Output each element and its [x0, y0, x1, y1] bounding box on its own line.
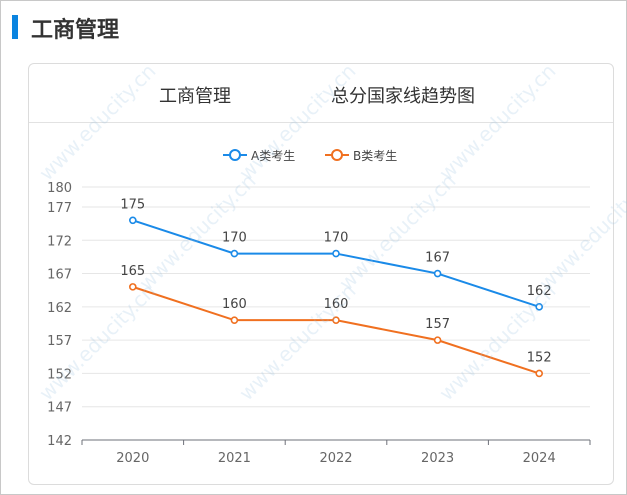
- data-point: [129, 216, 137, 225]
- data-point: [129, 283, 137, 291]
- chart-title-left: 工商管理: [159, 86, 231, 107]
- y-tick-label: 152: [47, 367, 72, 382]
- legend-label: B类考生: [353, 149, 397, 163]
- x-tick-label: 2023: [421, 451, 454, 466]
- y-tick-label: 180: [47, 181, 72, 196]
- data-point: [535, 369, 544, 378]
- data-label: 170: [324, 231, 349, 246]
- chart-title-right: 总分国家线趋势图: [331, 86, 475, 107]
- legend-label: A类考生: [251, 149, 295, 163]
- data-point: [230, 316, 239, 324]
- y-tick-label: 147: [47, 401, 72, 416]
- data-point: [433, 269, 442, 278]
- legend-marker: [331, 149, 343, 161]
- data-point: [332, 249, 340, 258]
- section-title: 工商管理: [31, 18, 120, 43]
- y-tick-label: 177: [47, 201, 72, 216]
- x-tick-label: 2022: [319, 451, 352, 466]
- data-label: 175: [120, 197, 145, 212]
- card-divider: [29, 122, 613, 123]
- data-point: [433, 336, 442, 344]
- y-tick-label: 157: [47, 334, 72, 349]
- x-tick-label: 2021: [218, 451, 251, 466]
- data-point: [535, 303, 544, 311]
- data-label: 152: [527, 350, 552, 365]
- x-tick-label: 2020: [116, 451, 149, 466]
- data-point: [230, 249, 239, 258]
- data-label: 170: [222, 231, 247, 246]
- data-label: 160: [324, 297, 349, 312]
- data-label: 157: [425, 317, 450, 332]
- data-label: 162: [527, 284, 552, 299]
- data-label: 167: [425, 251, 450, 266]
- chart-card: 工商管理 总分国家线趋势图: [28, 63, 614, 485]
- data-point: [332, 316, 340, 324]
- data-label: 165: [120, 264, 145, 279]
- y-tick-label: 167: [47, 268, 72, 283]
- chart-title: 工商管理 总分国家线趋势图: [29, 82, 613, 108]
- legend-marker: [229, 149, 241, 161]
- y-tick-label: 162: [47, 301, 72, 316]
- data-label: 160: [222, 297, 247, 312]
- x-tick-label: 2024: [523, 451, 556, 466]
- y-tick-label: 142: [47, 434, 72, 449]
- y-tick-label: 172: [47, 234, 72, 249]
- section-accent-bar: [12, 15, 18, 39]
